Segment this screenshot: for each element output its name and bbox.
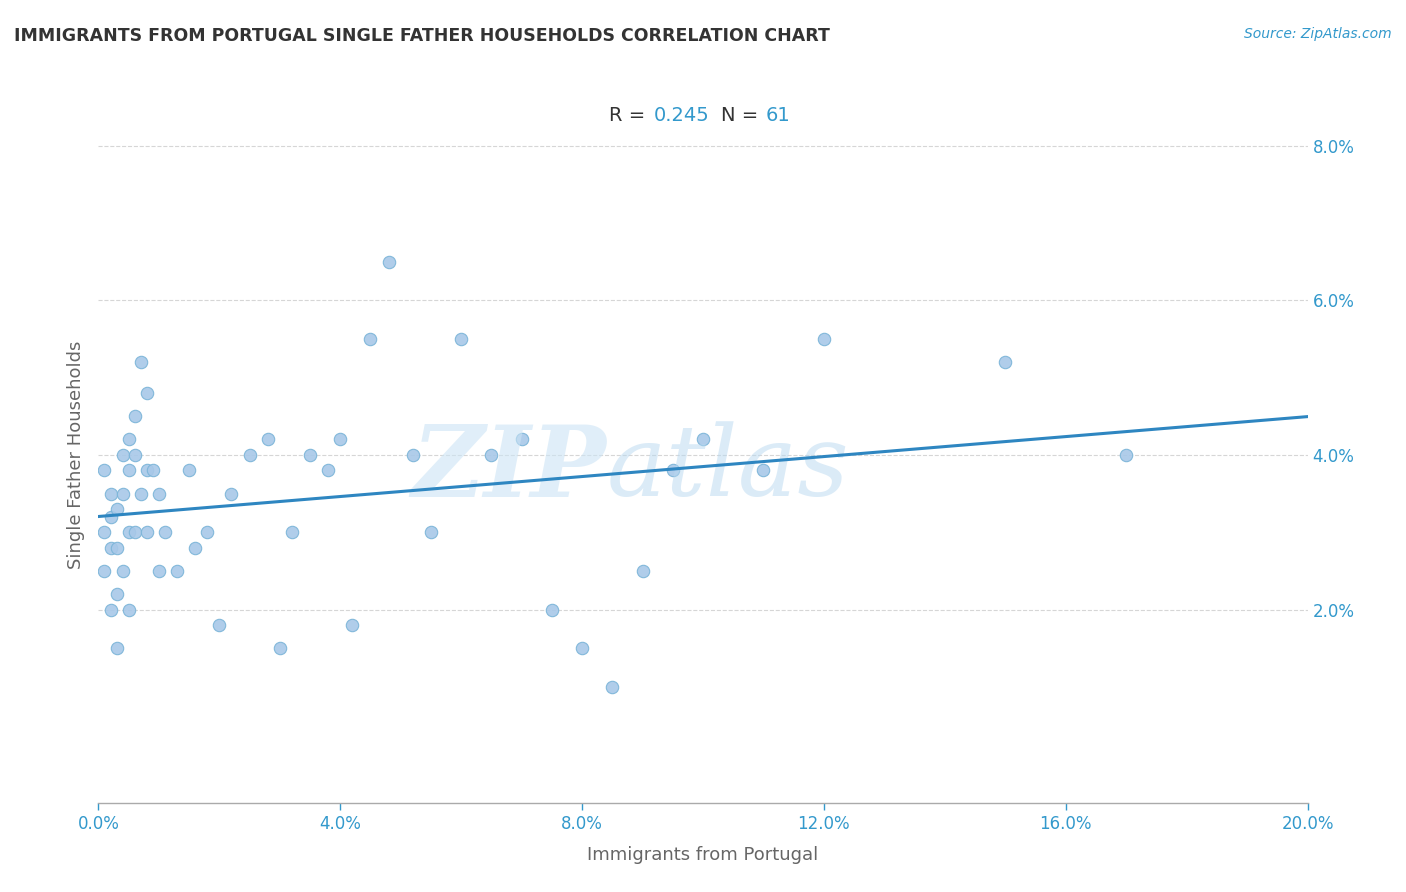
Point — [124, 525, 146, 540]
Point — [100, 602, 122, 616]
Point — [281, 525, 304, 540]
Point — [377, 254, 399, 268]
Text: 61: 61 — [766, 105, 790, 125]
Point — [602, 680, 624, 694]
Point — [100, 486, 122, 500]
Point — [166, 564, 188, 578]
Point — [481, 448, 503, 462]
Text: N =: N = — [721, 105, 765, 125]
Point — [342, 618, 364, 632]
Point — [540, 602, 562, 616]
Point — [195, 525, 218, 540]
Point — [813, 332, 835, 346]
Point — [93, 463, 115, 477]
Point — [184, 541, 207, 555]
Point — [124, 409, 146, 424]
Point — [135, 463, 157, 477]
Point — [100, 541, 122, 555]
Point — [269, 641, 291, 656]
Point — [450, 332, 472, 346]
Point — [111, 448, 134, 462]
Point — [142, 463, 165, 477]
Point — [153, 525, 176, 540]
Point — [752, 463, 775, 477]
Point — [111, 564, 134, 578]
Point — [118, 463, 141, 477]
Point — [129, 355, 152, 369]
Point — [510, 433, 533, 447]
Point — [179, 463, 201, 477]
Text: 0.245: 0.245 — [654, 105, 709, 125]
Point — [402, 448, 425, 462]
Text: ZIP: ZIP — [412, 421, 606, 517]
Text: atlas: atlas — [606, 421, 849, 516]
Point — [299, 448, 322, 462]
Point — [129, 486, 152, 500]
Point — [360, 332, 382, 346]
Y-axis label: Single Father Households: Single Father Households — [66, 341, 84, 569]
Point — [111, 486, 134, 500]
Point — [661, 463, 683, 477]
Point — [118, 525, 141, 540]
Point — [221, 486, 243, 500]
Point — [118, 602, 141, 616]
Point — [93, 525, 115, 540]
Point — [256, 433, 278, 447]
Point — [118, 433, 141, 447]
Point — [105, 541, 128, 555]
Point — [93, 564, 115, 578]
Point — [135, 386, 157, 401]
Point — [631, 564, 654, 578]
Point — [239, 448, 262, 462]
Text: Source: ZipAtlas.com: Source: ZipAtlas.com — [1244, 27, 1392, 41]
Point — [316, 463, 339, 477]
Point — [420, 525, 443, 540]
Point — [105, 502, 128, 516]
Point — [100, 509, 122, 524]
Text: R =: R = — [609, 105, 651, 125]
Point — [105, 587, 128, 601]
Point — [208, 618, 231, 632]
Point — [329, 433, 352, 447]
Point — [148, 486, 170, 500]
X-axis label: Immigrants from Portugal: Immigrants from Portugal — [588, 847, 818, 864]
Point — [124, 448, 146, 462]
Point — [135, 525, 157, 540]
Point — [994, 355, 1017, 369]
Point — [105, 641, 128, 656]
Point — [571, 641, 593, 656]
Point — [1115, 448, 1137, 462]
Text: IMMIGRANTS FROM PORTUGAL SINGLE FATHER HOUSEHOLDS CORRELATION CHART: IMMIGRANTS FROM PORTUGAL SINGLE FATHER H… — [14, 27, 830, 45]
Point — [148, 564, 170, 578]
Point — [692, 433, 714, 447]
